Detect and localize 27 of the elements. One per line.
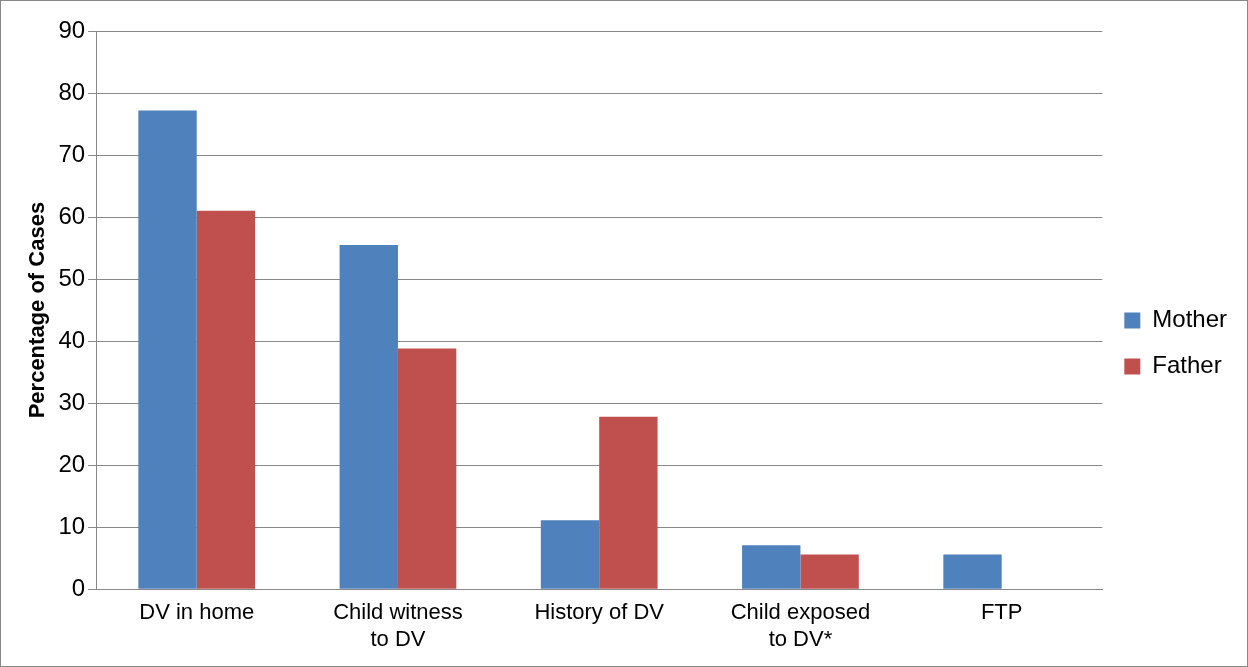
x-tick-label: DV in home (139, 599, 255, 625)
y-tick-label: 40 (58, 325, 86, 353)
y-tick-label: 0 (71, 573, 86, 601)
bar (943, 554, 1002, 589)
bar (339, 244, 398, 589)
bar (397, 348, 457, 589)
y-tick-label: 60 (58, 201, 86, 229)
x-tick-label: History of DV (534, 599, 665, 625)
y-tick-label: 30 (58, 387, 86, 415)
y-tick-label: 80 (58, 77, 86, 105)
y-tick-label: 50 (58, 263, 86, 291)
y-tick-label: 90 (58, 15, 86, 43)
legend-label: Mother (1152, 305, 1228, 333)
bar (742, 545, 801, 589)
x-tick-label: Child exposed to DV* (730, 599, 871, 651)
bar (138, 110, 197, 589)
y-tick-label: 20 (58, 449, 86, 477)
bar (599, 416, 658, 589)
y-tick-label: 70 (58, 139, 86, 167)
legend-label: Father (1152, 351, 1222, 379)
x-tick-label: FTP (980, 599, 1023, 625)
bar (800, 554, 859, 589)
y-axis-title: Percentage of Cases (24, 201, 50, 419)
x-tick-label: Child witness to DV (333, 599, 463, 651)
y-tick-label: 10 (58, 511, 86, 539)
bar (196, 210, 256, 589)
bar (540, 520, 600, 589)
